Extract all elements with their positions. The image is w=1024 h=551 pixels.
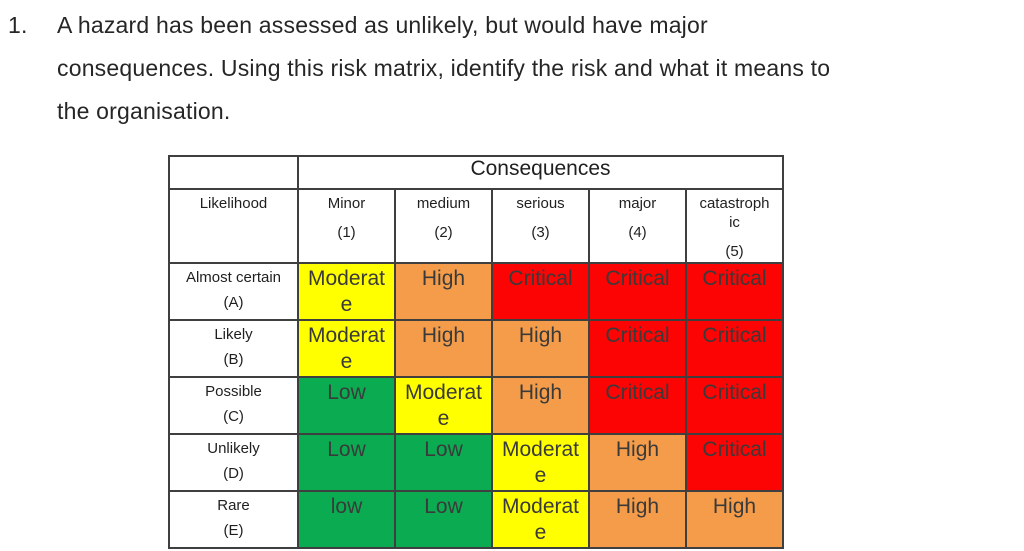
- row-label-code: (D): [223, 464, 244, 482]
- risk-cell: Critical: [588, 318, 687, 378]
- column-label: Minor: [327, 195, 366, 212]
- column-header-medium: medium (2): [394, 188, 493, 264]
- column-code: (1): [337, 224, 356, 242]
- column-header-row: Likelihood Minor (1) medium (2) serious …: [168, 188, 784, 264]
- column-header-major: major (4): [588, 188, 687, 264]
- risk-cell: Critical: [685, 432, 784, 492]
- risk-cell: Moderate: [394, 375, 493, 435]
- question-number: 1.: [8, 12, 28, 38]
- likelihood-header: Likelihood: [168, 188, 299, 264]
- consequences-header: Consequences: [297, 155, 784, 190]
- risk-cell: High: [491, 318, 590, 378]
- question-text: A hazard has been assessed as unlikely, …: [57, 4, 830, 133]
- column-header-minor: Minor (1): [297, 188, 396, 264]
- risk-cell: Critical: [588, 375, 687, 435]
- question-line: the organisation.: [57, 98, 231, 124]
- row-label-unlikely: Unlikely (D): [168, 432, 299, 492]
- row-label-code: (B): [223, 350, 244, 368]
- column-code: (5): [725, 243, 744, 261]
- risk-cell: Moderate: [297, 318, 396, 378]
- risk-cell: High: [491, 375, 590, 435]
- column-label: catastrophic: [699, 195, 770, 232]
- risk-cell: Low: [394, 432, 493, 492]
- risk-cell: Moderate: [297, 261, 396, 321]
- risk-cell: Low: [297, 432, 396, 492]
- column-code: (2): [434, 224, 453, 242]
- row-label-text: Rare: [217, 496, 250, 514]
- row-label-text: Likely: [214, 325, 253, 343]
- row-almost-certain: Almost certain (A) Moderate High Critica…: [168, 261, 784, 321]
- question-line: consequences. Using this risk matrix, id…: [57, 55, 831, 81]
- risk-cell: Critical: [685, 375, 784, 435]
- risk-cell: Critical: [588, 261, 687, 321]
- column-label: medium: [416, 195, 471, 212]
- row-likely: Likely (B) Moderate High High Critical C…: [168, 318, 784, 378]
- column-code: (3): [531, 224, 550, 242]
- risk-cell: Critical: [685, 318, 784, 378]
- risk-cell: High: [394, 318, 493, 378]
- risk-cell: Critical: [491, 261, 590, 321]
- risk-cell: High: [394, 261, 493, 321]
- risk-cell: Low: [297, 375, 396, 435]
- column-code: (4): [628, 224, 647, 242]
- corner-empty-cell: [168, 155, 299, 190]
- question-line: A hazard has been assessed as unlikely, …: [57, 12, 708, 38]
- row-label-text: Almost certain: [185, 268, 282, 286]
- row-label-code: (A): [223, 293, 244, 311]
- row-unlikely: Unlikely (D) Low Low Moderate High Criti…: [168, 432, 784, 492]
- risk-cell: High: [588, 489, 687, 549]
- risk-cell: Low: [394, 489, 493, 549]
- row-label-code: (C): [223, 407, 244, 425]
- consequences-header-row: Consequences: [168, 155, 784, 190]
- risk-matrix-table: Consequences Likelihood Minor (1) medium…: [168, 155, 784, 549]
- risk-cell: High: [685, 489, 784, 549]
- column-label: serious: [516, 195, 565, 212]
- row-label-text: Unlikely: [207, 439, 260, 457]
- risk-cell: low: [297, 489, 396, 549]
- row-label-likely: Likely (B): [168, 318, 299, 378]
- risk-cell: Moderate: [491, 432, 590, 492]
- row-rare: Rare (E) low Low Moderate High High: [168, 489, 784, 549]
- row-label-possible: Possible (C): [168, 375, 299, 435]
- column-header-catastrophic: catastrophic (5): [685, 188, 784, 264]
- row-label-text: Possible: [205, 382, 262, 400]
- column-label: major: [618, 195, 657, 212]
- risk-cell: High: [588, 432, 687, 492]
- row-label-rare: Rare (E): [168, 489, 299, 549]
- row-possible: Possible (C) Low Moderate High Critical …: [168, 375, 784, 435]
- risk-cell: Moderate: [491, 489, 590, 549]
- risk-cell: Critical: [685, 261, 784, 321]
- question: 1. A hazard has been assessed as unlikel…: [8, 4, 830, 133]
- row-label-almost-certain: Almost certain (A): [168, 261, 299, 321]
- row-label-code: (E): [223, 521, 244, 539]
- column-header-serious: serious (3): [491, 188, 590, 264]
